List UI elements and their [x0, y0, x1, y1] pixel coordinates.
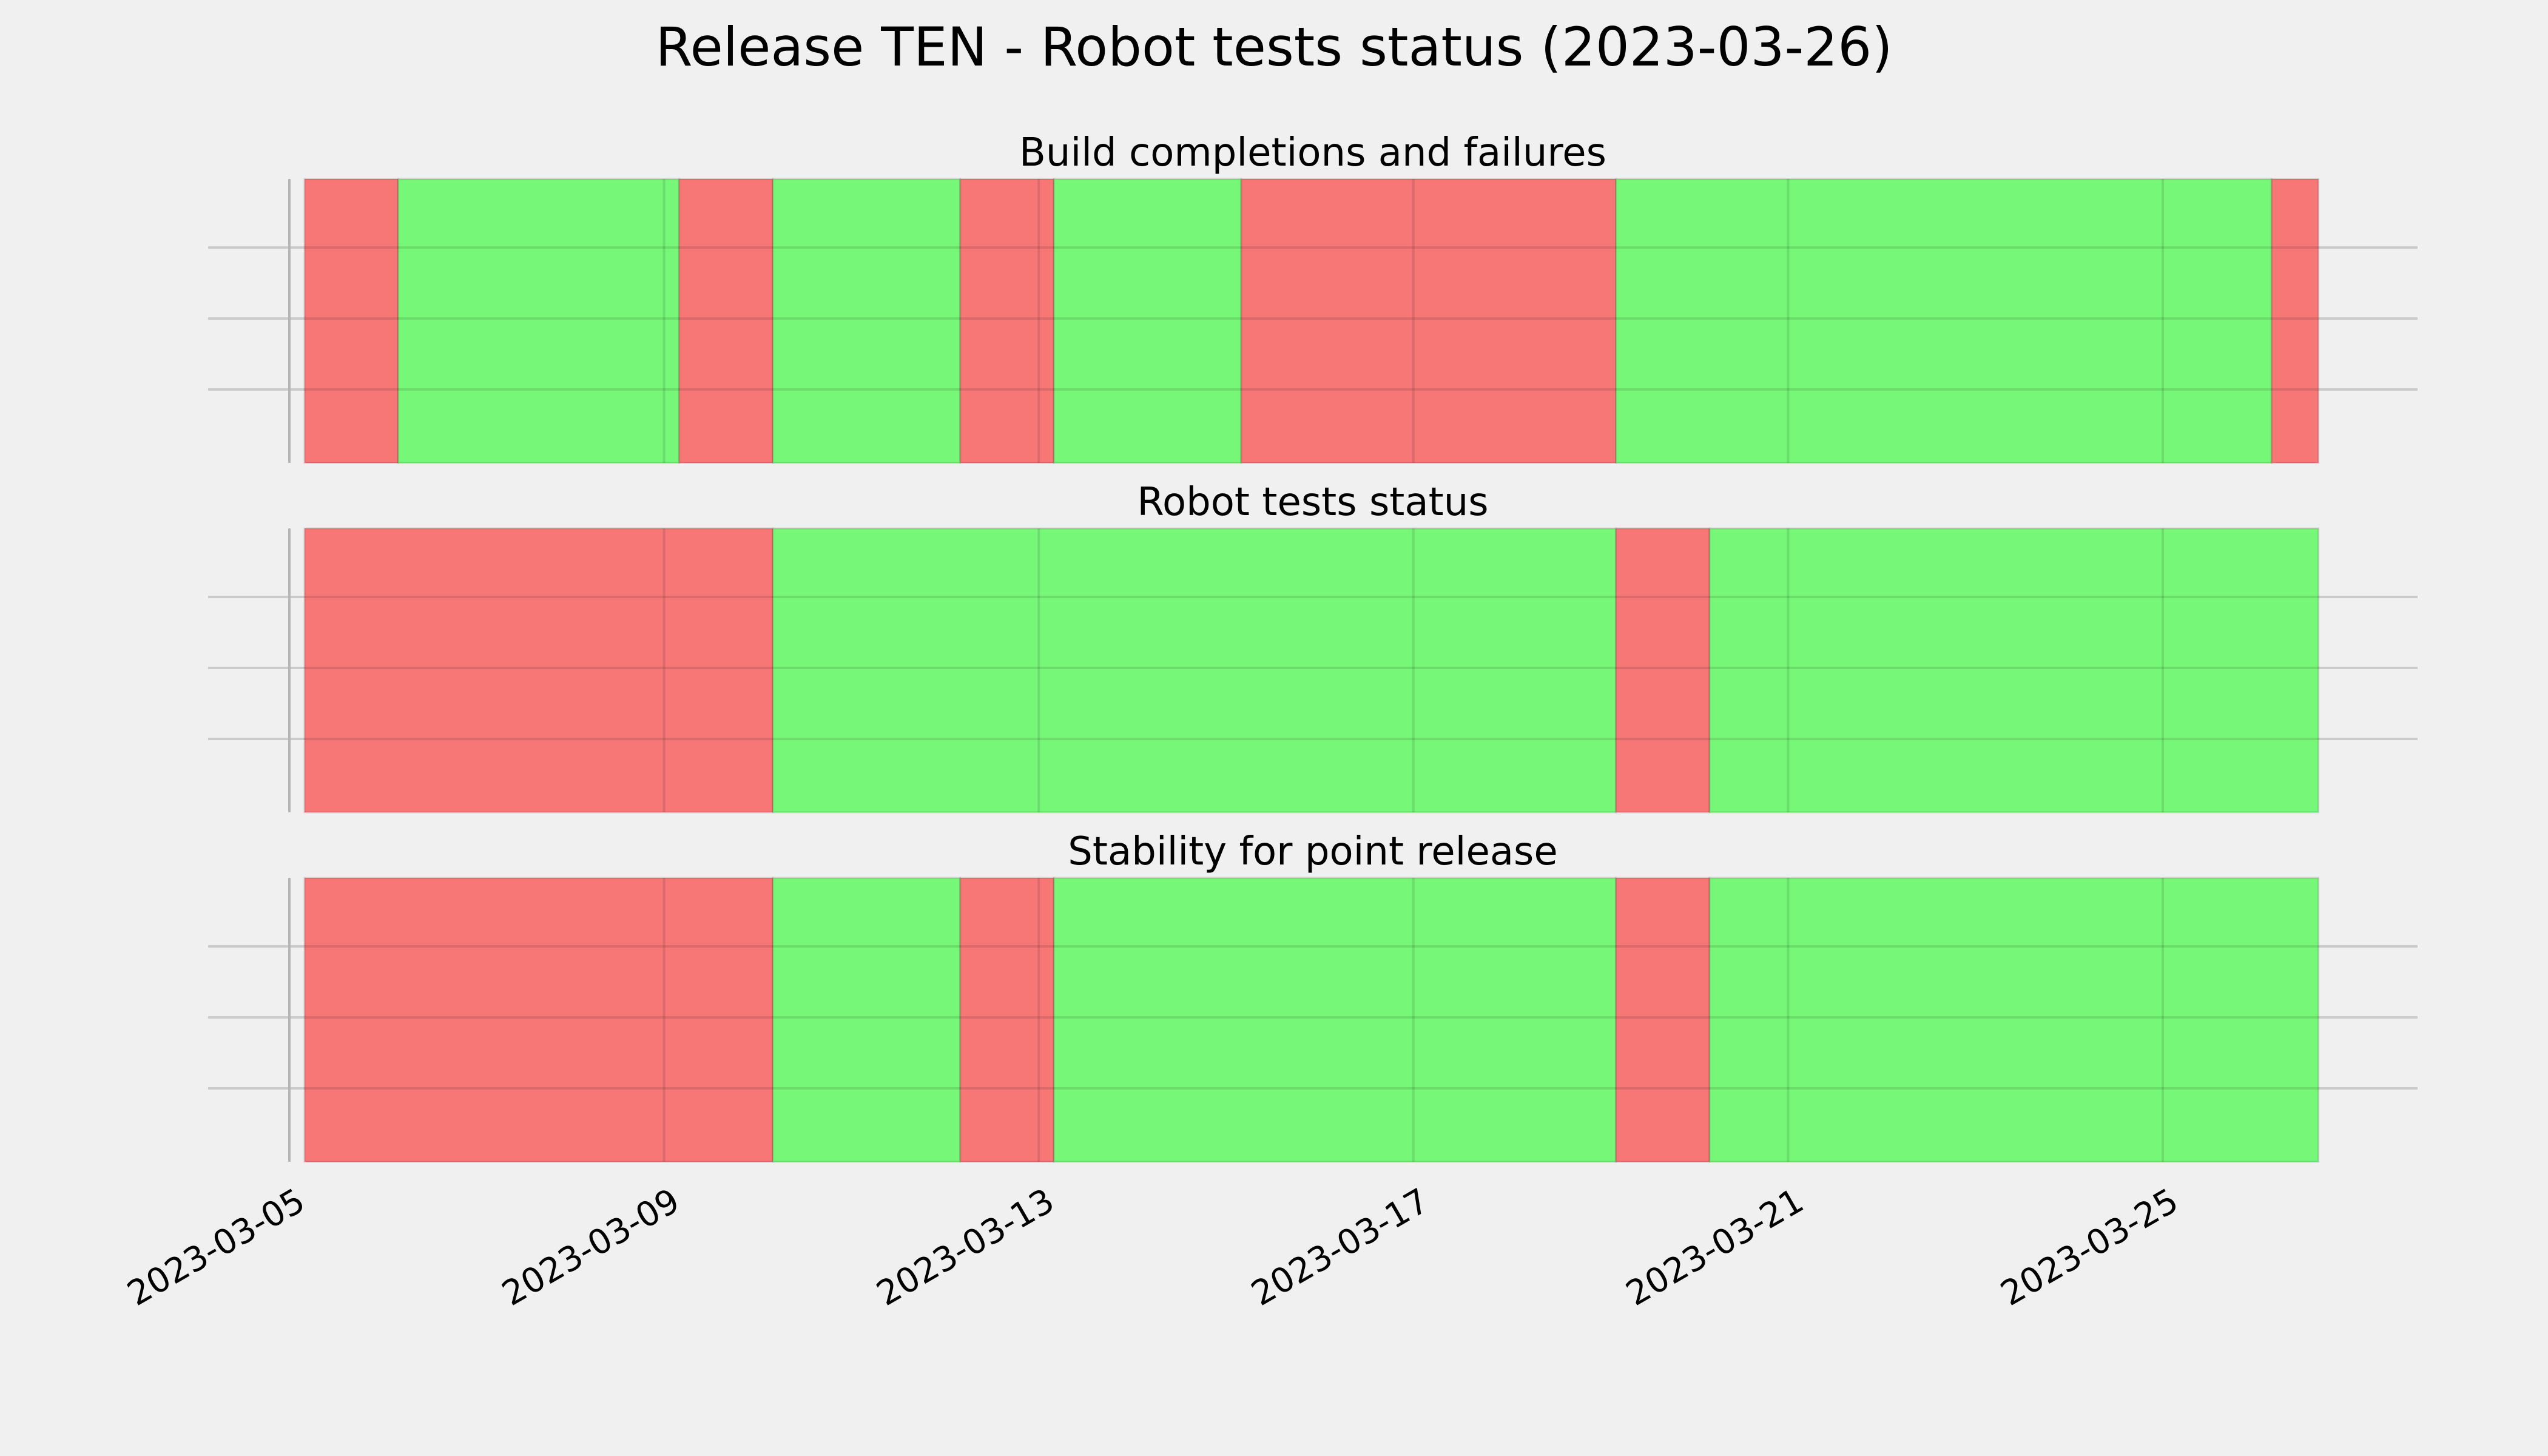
status-segment-pass	[1615, 178, 2273, 464]
figure-title: Release TEN - Robot tests status (2023-0…	[655, 16, 1892, 78]
panel-title: Build completions and failures	[1019, 130, 1606, 175]
status-segment-pass	[1053, 178, 1242, 464]
status-segment-fail	[1615, 877, 1711, 1163]
status-segment-pass	[1053, 877, 1617, 1163]
timeline-panel-2: Robot tests status	[208, 480, 2418, 814]
status-segment-pass	[1708, 877, 2320, 1163]
status-segment-fail	[1615, 527, 1711, 814]
panels: Build completions and failures Robot test…	[208, 130, 2418, 1163]
panel-title: Stability for point release	[1068, 829, 1558, 874]
status-segment-pass	[397, 178, 681, 464]
status-segment-fail	[1240, 178, 1617, 464]
timeline-panel-3: Stability for point release	[208, 829, 2418, 1163]
status-segment-fail	[959, 178, 1055, 464]
status-segment-pass	[772, 527, 1617, 814]
status-segment-pass	[772, 877, 962, 1163]
status-segment-fail	[303, 877, 774, 1163]
panel-title: Robot tests status	[1137, 480, 1488, 525]
status-segment-fail	[959, 877, 1055, 1163]
timeline-panel-1: Build completions and failures	[208, 130, 2418, 464]
status-segment-fail	[303, 178, 399, 464]
status-segment-fail	[678, 178, 774, 464]
status-segment-fail	[303, 527, 774, 814]
status-segment-pass	[772, 178, 962, 464]
status-segment-fail	[2270, 178, 2320, 464]
status-segment-pass	[1708, 527, 2320, 814]
